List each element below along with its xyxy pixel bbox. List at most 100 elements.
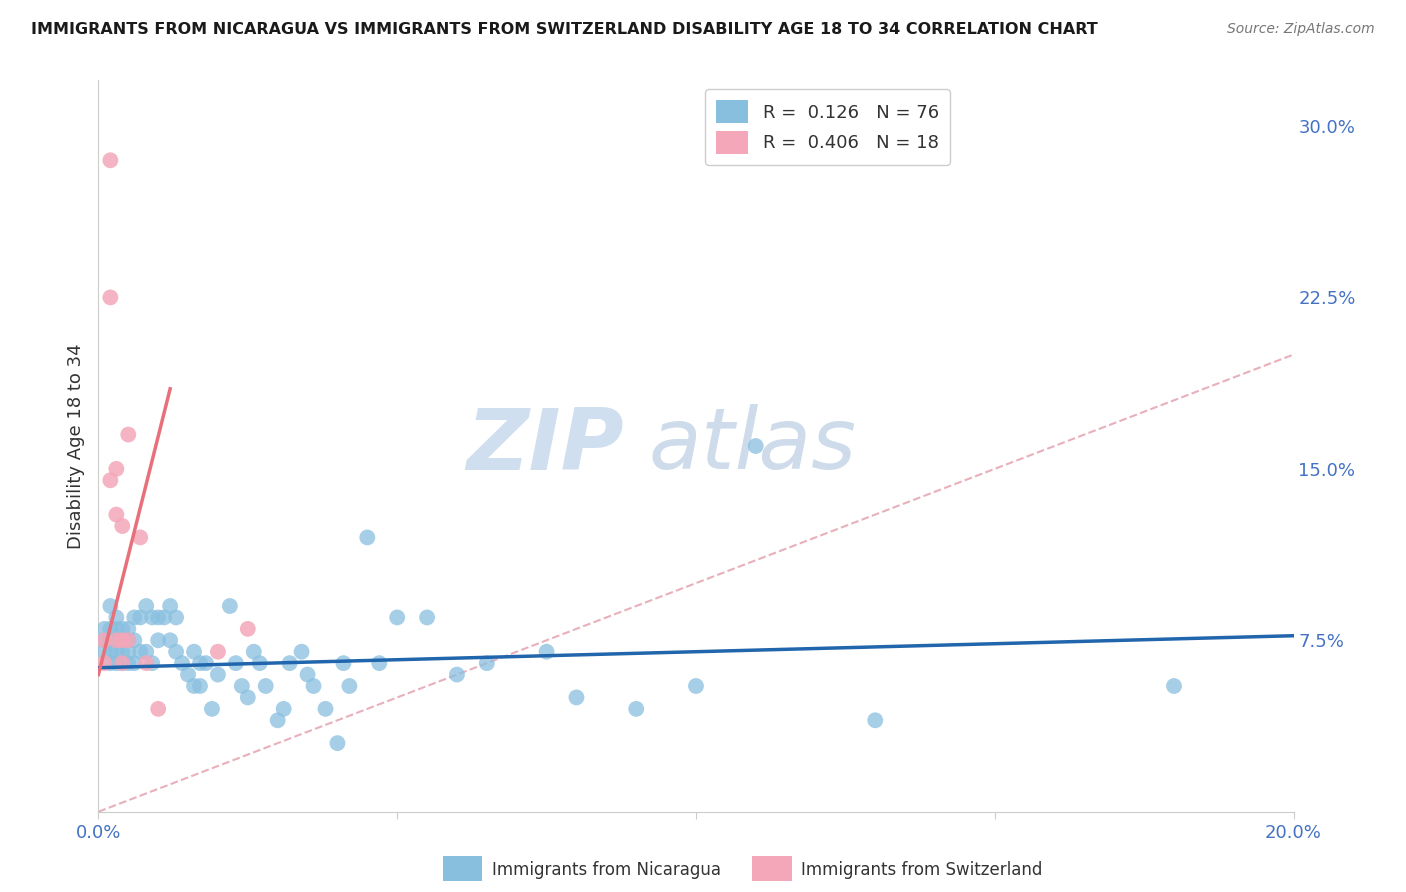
Immigrants from Switzerland (93, 633, 115, 648)
Immigrants from Nicaragua (626, 702, 648, 716)
Immigrants from Switzerland (111, 633, 134, 648)
Text: atlas: atlas (648, 404, 856, 488)
Immigrants from Nicaragua (98, 656, 122, 670)
Immigrants from Switzerland (236, 622, 259, 636)
Immigrants from Nicaragua (129, 645, 152, 659)
Immigrants from Nicaragua (745, 439, 768, 453)
Immigrants from Nicaragua (536, 645, 558, 659)
Immigrants from Nicaragua (141, 610, 163, 624)
Text: ZIP: ZIP (467, 404, 624, 488)
Immigrants from Nicaragua (93, 622, 115, 636)
Immigrants from Nicaragua (243, 645, 266, 659)
Immigrants from Nicaragua (219, 599, 242, 613)
Immigrants from Nicaragua (685, 679, 707, 693)
Immigrants from Nicaragua (153, 610, 176, 624)
Immigrants from Nicaragua (249, 656, 271, 670)
Immigrants from Switzerland (135, 656, 157, 670)
Immigrants from Nicaragua (254, 679, 277, 693)
Text: IMMIGRANTS FROM NICARAGUA VS IMMIGRANTS FROM SWITZERLAND DISABILITY AGE 18 TO 34: IMMIGRANTS FROM NICARAGUA VS IMMIGRANTS … (31, 22, 1098, 37)
Immigrants from Nicaragua (315, 702, 337, 716)
Y-axis label: Disability Age 18 to 34: Disability Age 18 to 34 (66, 343, 84, 549)
Immigrants from Switzerland (207, 645, 229, 659)
Immigrants from Nicaragua (117, 656, 139, 670)
Immigrants from Nicaragua (129, 610, 152, 624)
Immigrants from Nicaragua (291, 645, 314, 659)
Immigrants from Nicaragua (111, 656, 134, 670)
Immigrants from Switzerland (129, 530, 152, 544)
Text: Immigrants from Nicaragua: Immigrants from Nicaragua (492, 861, 721, 879)
Immigrants from Nicaragua (201, 702, 224, 716)
Immigrants from Nicaragua (183, 679, 205, 693)
Immigrants from Nicaragua (165, 645, 187, 659)
Immigrants from Switzerland (93, 656, 115, 670)
Immigrants from Switzerland (111, 656, 134, 670)
Immigrants from Nicaragua (124, 656, 146, 670)
Immigrants from Nicaragua (165, 610, 187, 624)
Immigrants from Nicaragua (339, 679, 361, 693)
Immigrants from Nicaragua (302, 679, 325, 693)
Immigrants from Nicaragua (93, 645, 115, 659)
Immigrants from Nicaragua (207, 667, 229, 681)
Immigrants from Nicaragua (177, 667, 200, 681)
Immigrants from Nicaragua (148, 633, 170, 648)
Immigrants from Nicaragua (231, 679, 253, 693)
Immigrants from Nicaragua (326, 736, 349, 750)
Immigrants from Nicaragua (105, 622, 128, 636)
Immigrants from Nicaragua (93, 633, 115, 648)
Immigrants from Nicaragua (159, 599, 181, 613)
Immigrants from Nicaragua (416, 610, 439, 624)
Immigrants from Nicaragua (98, 633, 122, 648)
Immigrants from Nicaragua (98, 599, 122, 613)
Immigrants from Nicaragua (111, 645, 134, 659)
Immigrants from Nicaragua (105, 610, 128, 624)
Immigrants from Switzerland (117, 427, 139, 442)
Immigrants from Switzerland (111, 519, 134, 533)
Immigrants from Nicaragua (111, 622, 134, 636)
Immigrants from Nicaragua (865, 714, 887, 728)
Immigrants from Nicaragua (278, 656, 301, 670)
Immigrants from Nicaragua (446, 667, 468, 681)
Immigrants from Switzerland (105, 633, 128, 648)
Immigrants from Nicaragua (148, 610, 170, 624)
Immigrants from Nicaragua (124, 633, 146, 648)
Immigrants from Nicaragua (188, 679, 211, 693)
Immigrants from Switzerland (105, 508, 128, 522)
Legend: R =  0.126   N = 76, R =  0.406   N = 18: R = 0.126 N = 76, R = 0.406 N = 18 (706, 89, 950, 165)
Immigrants from Nicaragua (385, 610, 409, 624)
Immigrants from Switzerland (105, 462, 128, 476)
Immigrants from Nicaragua (117, 633, 139, 648)
Immigrants from Nicaragua (117, 645, 139, 659)
Immigrants from Nicaragua (267, 714, 290, 728)
Immigrants from Nicaragua (1163, 679, 1185, 693)
Immigrants from Nicaragua (368, 656, 391, 670)
Immigrants from Nicaragua (565, 690, 588, 705)
Immigrants from Nicaragua (105, 645, 128, 659)
Immigrants from Nicaragua (188, 656, 211, 670)
Immigrants from Nicaragua (159, 633, 181, 648)
Immigrants from Nicaragua (475, 656, 498, 670)
Immigrants from Nicaragua (105, 656, 128, 670)
Immigrants from Nicaragua (356, 530, 378, 544)
Immigrants from Nicaragua (105, 633, 128, 648)
Text: Immigrants from Switzerland: Immigrants from Switzerland (801, 861, 1043, 879)
Immigrants from Nicaragua (111, 633, 134, 648)
Immigrants from Nicaragua (183, 645, 205, 659)
Immigrants from Nicaragua (273, 702, 295, 716)
Immigrants from Switzerland (148, 702, 170, 716)
Immigrants from Nicaragua (172, 656, 194, 670)
Text: Source: ZipAtlas.com: Source: ZipAtlas.com (1227, 22, 1375, 37)
Immigrants from Switzerland (98, 473, 122, 487)
Immigrants from Nicaragua (124, 610, 146, 624)
Immigrants from Nicaragua (135, 599, 157, 613)
Immigrants from Nicaragua (98, 622, 122, 636)
Immigrants from Switzerland (98, 290, 122, 304)
Immigrants from Nicaragua (117, 622, 139, 636)
Immigrants from Nicaragua (141, 656, 163, 670)
Immigrants from Nicaragua (225, 656, 247, 670)
Immigrants from Nicaragua (195, 656, 218, 670)
Immigrants from Nicaragua (297, 667, 319, 681)
Immigrants from Nicaragua (98, 645, 122, 659)
Immigrants from Nicaragua (236, 690, 259, 705)
Immigrants from Switzerland (117, 633, 139, 648)
Immigrants from Nicaragua (332, 656, 354, 670)
